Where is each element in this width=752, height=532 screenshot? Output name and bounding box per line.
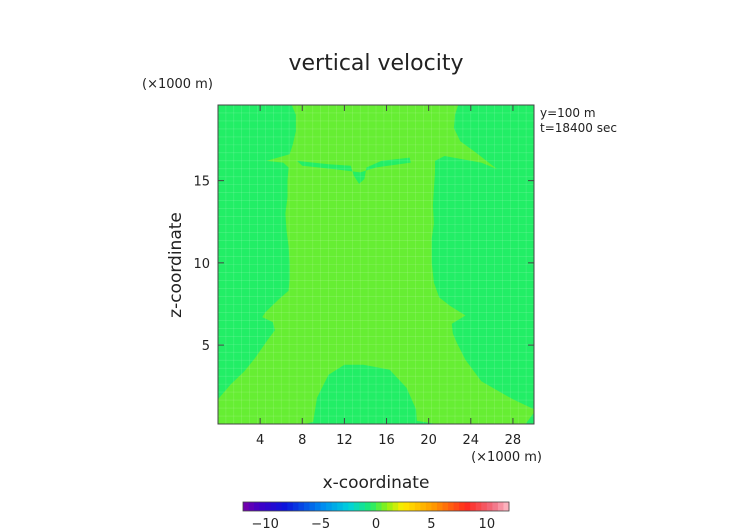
colorbar-cell — [403, 502, 410, 511]
colorbar-cell — [475, 502, 482, 511]
colorbar-cell — [481, 502, 488, 511]
colorbar-cell — [292, 502, 299, 511]
colorbar-cell — [436, 502, 443, 511]
colorbar-tick-label: 0 — [372, 517, 380, 532]
colorbar-cell — [331, 502, 338, 511]
colorbar-cell — [464, 502, 471, 511]
colorbar-cell — [320, 502, 327, 511]
colorbar-cell — [453, 502, 460, 511]
x-tick-label: 24 — [463, 433, 480, 448]
field-region-1 — [218, 105, 534, 424]
colorbar-cell — [270, 502, 277, 511]
colorbar-cell — [287, 502, 294, 511]
y-axis-ticks: 5 10 15 — [193, 175, 534, 354]
annotation-y: y=100 m — [540, 106, 596, 120]
colorbar-tick-label: −10 — [251, 517, 278, 532]
colorbar-cell — [492, 502, 499, 511]
x-axis-label: x-coordinate — [323, 473, 430, 493]
x-tick-label: 4 — [256, 433, 264, 448]
y-tick-label: 10 — [193, 257, 210, 272]
y-tick-label: 15 — [193, 175, 210, 190]
colorbar-cell — [414, 502, 421, 511]
colorbar-cell — [459, 502, 466, 511]
colorbar-cell — [448, 502, 454, 511]
x-axis-unit: (×1000 m) — [471, 450, 542, 465]
colorbar-cell — [381, 502, 388, 511]
colorbar-cell — [337, 502, 344, 511]
annotation-t: t=18400 sec — [540, 121, 617, 135]
colorbar-cell — [248, 502, 255, 511]
colorbar-cell — [392, 502, 399, 511]
colorbar-cell — [398, 502, 405, 511]
colorbar — [242, 501, 510, 512]
x-tick-label: 20 — [420, 433, 437, 448]
colorbar-cell — [303, 502, 310, 511]
colorbar-cell — [353, 502, 360, 511]
colorbar-cell — [486, 502, 493, 511]
y-axis-unit: (×1000 m) — [142, 77, 213, 92]
x-tick-label: 12 — [336, 433, 353, 448]
colorbar-cell — [503, 502, 510, 511]
colorbar-cell — [364, 502, 371, 511]
colorbar-cell — [254, 502, 261, 511]
colorbar-tick-label: 5 — [427, 517, 435, 532]
colorbar-cell — [315, 502, 321, 511]
colorbar-cell — [431, 502, 438, 511]
field-region-3 — [312, 364, 418, 424]
plot-frame — [217, 104, 535, 425]
colorbar-cell — [409, 502, 416, 511]
x-axis-ticks: 4 8 12 16 20 24 28 — [256, 105, 521, 448]
field-region-2 — [297, 157, 411, 184]
colorbar-cell — [265, 502, 272, 511]
colorbar-cell — [309, 502, 316, 511]
colorbar-ticks: −10 −5 0 5 10 — [251, 517, 495, 532]
colorbar-cell — [387, 502, 394, 511]
colorbar-cell — [281, 502, 288, 511]
colorbar-cell — [243, 502, 249, 511]
plot-area — [217, 104, 535, 425]
x-tick-label: 28 — [505, 433, 522, 448]
colorbar-cell — [326, 502, 333, 511]
grid-lines — [218, 105, 534, 424]
colorbar-cell — [342, 502, 349, 511]
colorbar-frame — [242, 501, 510, 512]
y-tick-label: 5 — [202, 339, 210, 354]
colorbar-cell — [425, 502, 432, 511]
field-regions — [218, 105, 534, 424]
colorbar-cell — [276, 502, 283, 511]
x-tick-label: 16 — [378, 433, 395, 448]
colorbar-cell — [298, 502, 305, 511]
chart-title: vertical velocity — [288, 51, 463, 76]
colorbar-cell — [420, 502, 427, 511]
colorbar-cell — [359, 502, 366, 511]
colorbar-tick-label: −5 — [311, 517, 330, 532]
x-tick-label: 8 — [298, 433, 306, 448]
colorbar-cell — [376, 502, 382, 511]
colorbar-cell — [348, 502, 355, 511]
colorbar-cell — [497, 502, 504, 511]
colorbar-cell — [470, 502, 477, 511]
y-axis-label: z-coordinate — [166, 212, 186, 318]
colorbar-cell — [259, 502, 266, 511]
colorbar-tick-label: 10 — [479, 517, 496, 532]
colorbar-cell — [370, 502, 377, 511]
colorbar-cell — [442, 502, 449, 511]
